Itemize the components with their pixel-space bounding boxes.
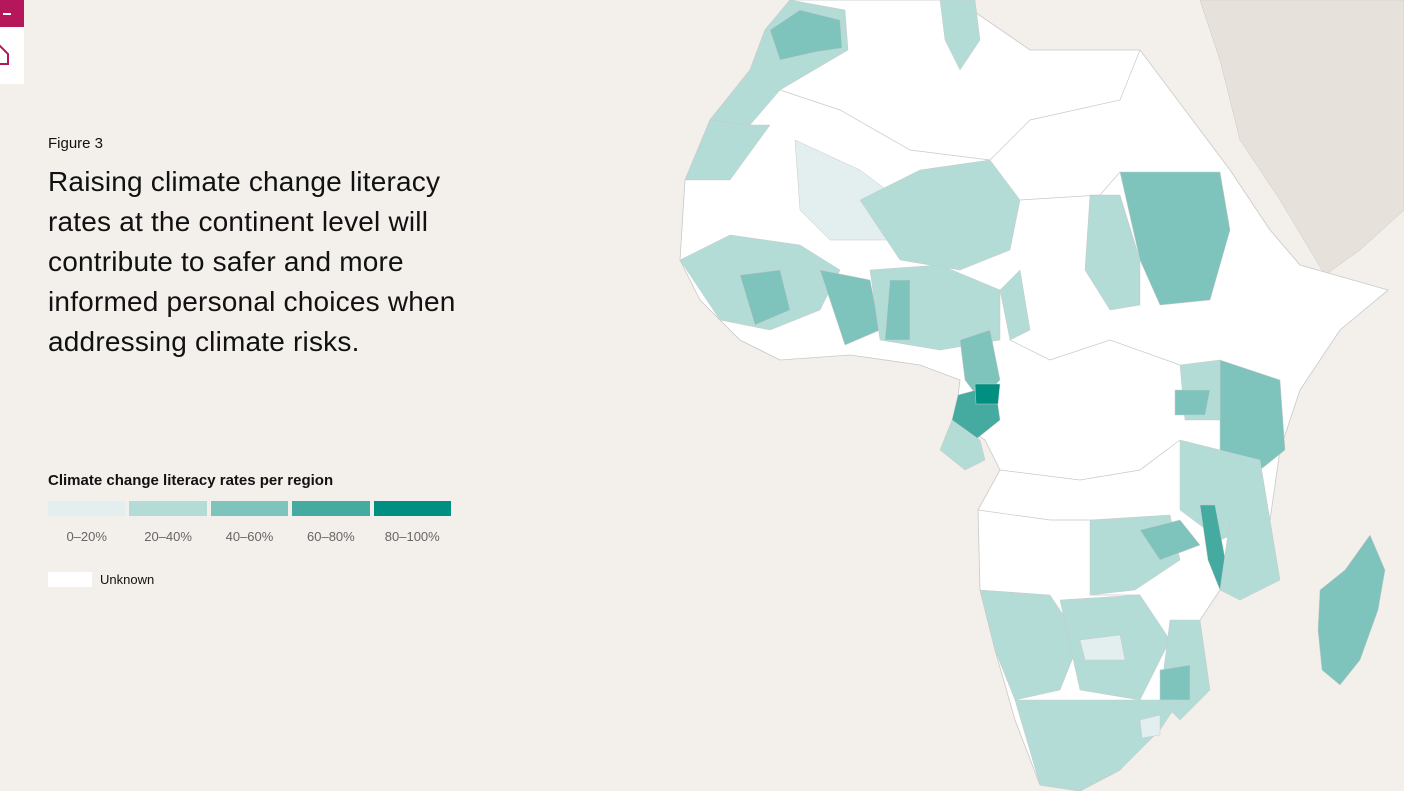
map-region	[999, 269, 1031, 341]
legend-bin: 40–60%	[210, 501, 289, 544]
side-nav	[0, 0, 24, 84]
map-region	[974, 383, 1001, 405]
map-region	[1219, 519, 1281, 601]
legend-swatch	[210, 501, 289, 516]
map-madagascar	[1317, 534, 1386, 686]
map-region	[1139, 714, 1161, 739]
legend-swatch	[292, 501, 370, 516]
map-region	[739, 269, 791, 326]
map-borders	[779, 49, 1181, 596]
map-region	[1159, 664, 1191, 701]
figure-title: Raising climate change literacy rates at…	[48, 166, 456, 357]
map-region	[939, 0, 981, 71]
menu-button[interactable]	[0, 0, 24, 27]
map-legend: Climate change literacy rates per region…	[48, 472, 458, 544]
map-region	[1014, 699, 1181, 791]
legend-bin: 60–80%	[292, 501, 370, 544]
legend-bin: 80–100%	[373, 501, 451, 544]
map-region	[1084, 194, 1141, 311]
legend-swatch	[373, 501, 451, 516]
legend-swatch	[129, 501, 207, 516]
figure-label: Figure 3	[48, 135, 104, 152]
home-icon	[0, 44, 9, 65]
legend-bin: 20–40%	[129, 501, 207, 544]
map-region	[769, 9, 843, 61]
legend-label: 40–60%	[225, 529, 274, 544]
map-region	[859, 159, 1021, 271]
legend-label: 0–20%	[66, 529, 107, 544]
legend-swatch	[48, 501, 126, 516]
map-region	[1139, 519, 1201, 561]
home-button[interactable]	[0, 38, 24, 74]
figure-panel: Figure 3 Raising climate change literacy…	[48, 135, 458, 362]
map-region	[979, 589, 1081, 701]
menu-icon	[3, 12, 11, 15]
unknown-swatch	[48, 572, 92, 587]
legend-label: 80–100%	[384, 529, 440, 544]
map-region	[1219, 359, 1286, 471]
map-region	[684, 119, 771, 181]
africa-map[interactable]	[580, 0, 1404, 791]
map-region	[1174, 389, 1211, 416]
legend-label: 20–40%	[144, 529, 192, 544]
legend-label: 60–80%	[307, 529, 355, 544]
map-region	[1079, 634, 1126, 661]
legend-title: Climate change literacy rates per region	[48, 472, 334, 489]
map-region	[884, 279, 911, 341]
map-region	[939, 419, 986, 471]
legend-bins: 0–20% 20–40% 40–60% 60–80% 80–100%	[48, 501, 458, 544]
legend-bin: 0–20%	[48, 501, 126, 544]
legend-unknown: Unknown	[48, 572, 154, 587]
unknown-label: Unknown	[100, 572, 155, 587]
